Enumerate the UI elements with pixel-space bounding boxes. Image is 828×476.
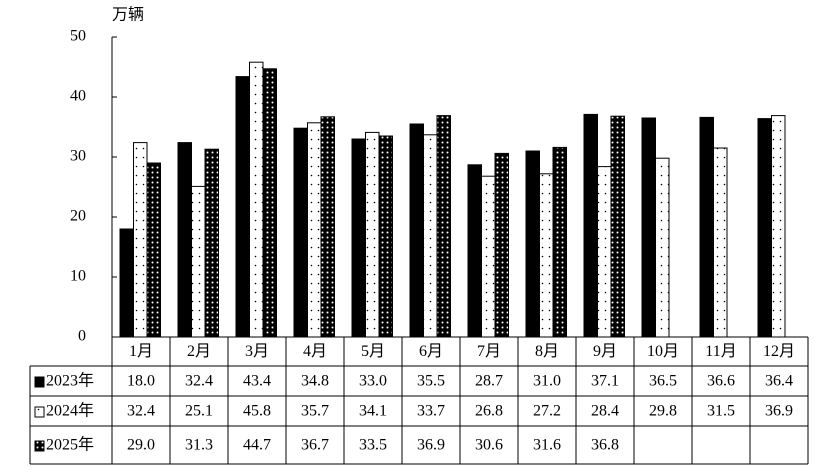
- bar: [235, 76, 250, 338]
- bar: [378, 135, 393, 338]
- bar: [204, 148, 219, 338]
- bar: [610, 115, 625, 338]
- bar: [539, 173, 554, 338]
- bar: [423, 134, 438, 338]
- table-value: 36.4: [765, 373, 793, 390]
- y-tick-label: 20: [70, 208, 86, 225]
- table-value: 45.8: [243, 403, 271, 420]
- x-tick-label: 1月: [129, 343, 153, 360]
- table-value: 33.7: [417, 403, 445, 420]
- bar: [699, 116, 714, 338]
- x-tick-label: 4月: [303, 343, 327, 360]
- bar: [467, 164, 482, 338]
- table-value: 35.5: [417, 373, 445, 390]
- x-tick-label: 5月: [361, 343, 385, 360]
- table-value: 32.4: [185, 373, 213, 390]
- y-tick-label: 30: [70, 148, 86, 165]
- x-tick-label: 9月: [593, 343, 617, 360]
- table-value: 28.4: [591, 403, 619, 420]
- table-value: 34.1: [359, 403, 387, 420]
- legend-label: 2023年: [46, 372, 94, 390]
- y-axis-unit: 万辆: [112, 6, 144, 24]
- table-value: 31.3: [185, 437, 213, 454]
- table-value: 28.7: [475, 373, 503, 390]
- table-value: 35.7: [301, 403, 329, 420]
- bar: [191, 185, 206, 338]
- bar: [133, 142, 148, 338]
- table-value: 29.8: [649, 403, 677, 420]
- bar: [409, 123, 424, 338]
- bar: [249, 61, 264, 338]
- bar: [307, 122, 322, 338]
- table-value: 34.8: [301, 373, 329, 390]
- bar: [771, 115, 786, 338]
- table-value: 25.1: [185, 403, 213, 420]
- table-value: 31.0: [533, 373, 561, 390]
- x-tick-label: 12月: [763, 343, 795, 360]
- bar: [177, 142, 192, 338]
- bar: [641, 117, 656, 338]
- bar: [757, 118, 772, 338]
- table-value: 36.7: [301, 437, 329, 454]
- x-tick-label: 8月: [535, 343, 559, 360]
- table-value: 44.7: [243, 437, 271, 454]
- bar: [146, 162, 161, 338]
- x-tick-label: 10月: [647, 343, 679, 360]
- table-value: 29.0: [127, 437, 155, 454]
- legend-swatch: [34, 406, 45, 418]
- bar: [713, 147, 728, 338]
- table-value: 36.9: [417, 437, 445, 454]
- bar: [293, 127, 308, 338]
- legend-swatch: [34, 376, 45, 388]
- y-tick-label: 40: [70, 88, 86, 105]
- y-tick-label: 0: [78, 328, 86, 345]
- x-tick-label: 7月: [477, 343, 501, 360]
- x-tick-label: 11月: [705, 343, 736, 360]
- bar: [119, 228, 134, 338]
- bar: [262, 68, 277, 338]
- bar: [597, 166, 612, 338]
- table-value: 18.0: [127, 373, 155, 390]
- table-value: 36.9: [765, 403, 793, 420]
- legend-label: 2024年: [46, 402, 94, 420]
- table-value: 43.4: [243, 373, 271, 390]
- bar: [655, 157, 670, 338]
- x-tick-label: 2月: [187, 343, 211, 360]
- x-tick-label: 6月: [419, 343, 443, 360]
- bar: [481, 175, 496, 338]
- legend-label: 2025年: [46, 436, 94, 454]
- bar: [351, 138, 366, 338]
- table-value: 37.1: [591, 373, 619, 390]
- table-value: 33.0: [359, 373, 387, 390]
- y-tick-label: 10: [70, 268, 86, 285]
- table-value: 27.2: [533, 403, 561, 420]
- table-value: 36.5: [649, 373, 677, 390]
- table-value: 30.6: [475, 437, 503, 454]
- bar: [320, 116, 335, 338]
- table-value: 36.8: [591, 437, 619, 454]
- table-value: 32.4: [127, 403, 155, 420]
- table-value: 31.6: [533, 437, 561, 454]
- bar: [552, 146, 567, 338]
- table-value: 36.6: [707, 373, 735, 390]
- legend-swatch: [34, 440, 45, 452]
- y-tick-label: 50: [70, 28, 86, 45]
- table-value: 31.5: [707, 403, 735, 420]
- bar: [525, 150, 540, 338]
- table-value: 26.8: [475, 403, 503, 420]
- bar: [436, 115, 451, 338]
- bar: [583, 113, 598, 338]
- bar: [494, 152, 509, 338]
- bar: [365, 131, 380, 338]
- x-tick-label: 3月: [245, 343, 269, 360]
- table-value: 33.5: [359, 437, 387, 454]
